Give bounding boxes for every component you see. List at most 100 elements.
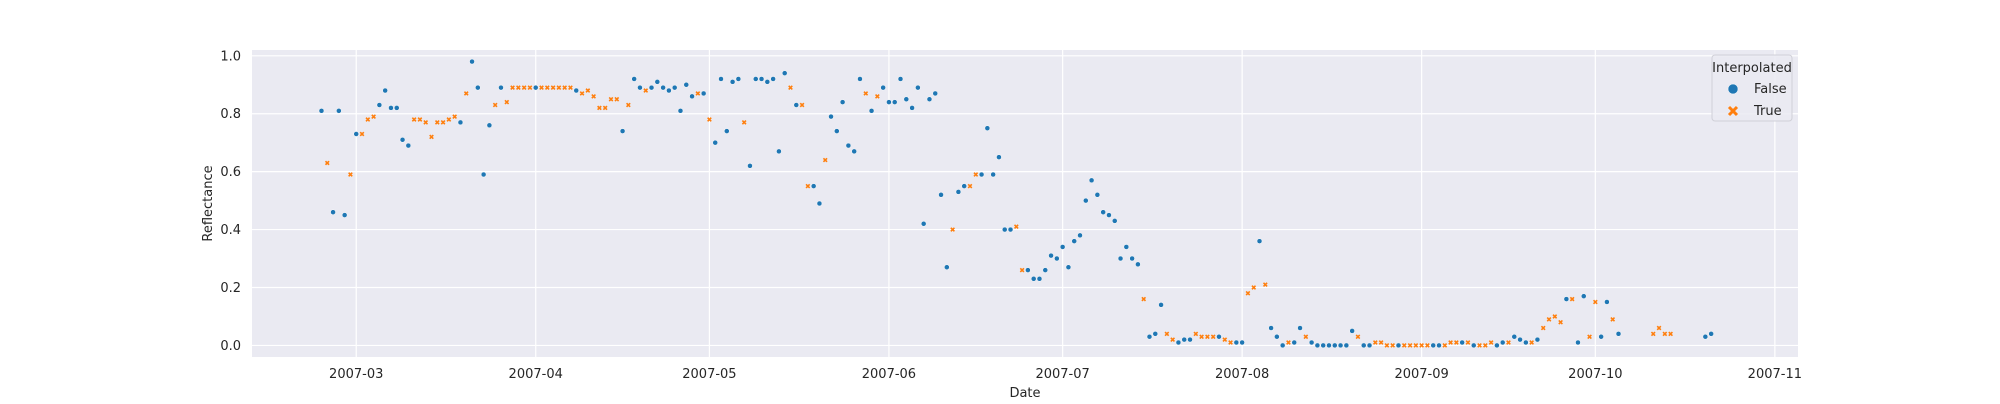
data-point-false (978, 171, 985, 178)
data-point-true (1448, 340, 1453, 345)
data-point-true (602, 105, 608, 111)
data-point-false (984, 125, 991, 131)
data-point-false (1517, 336, 1523, 343)
data-point-true (1251, 285, 1257, 290)
legend-title: Interpolated (1712, 61, 1792, 76)
data-point-false (532, 84, 539, 91)
data-point-false (1123, 244, 1130, 250)
data-point-false (1470, 342, 1477, 349)
data-point-false (677, 108, 684, 114)
data-point-true (1222, 337, 1228, 342)
data-point-true (1506, 340, 1511, 345)
data-point-false (1314, 342, 1321, 349)
data-point-false (1088, 177, 1095, 184)
data-point-true (1569, 296, 1575, 302)
data-point-false (619, 128, 626, 134)
data-point-false (1007, 226, 1014, 233)
data-point-true (440, 120, 446, 125)
data-point-true (1228, 340, 1233, 345)
data-point-false (1598, 333, 1604, 340)
data-point-false (816, 200, 823, 207)
data-point-true (874, 93, 880, 99)
data-point-false (376, 102, 383, 108)
data-point-false (1534, 336, 1541, 343)
data-point-false (1135, 261, 1141, 268)
data-point-false (810, 183, 817, 189)
data-point-true (805, 183, 811, 189)
data-point-false (990, 171, 996, 178)
data-point-false (1001, 226, 1008, 233)
data-point-true (348, 172, 353, 177)
y-tick-label: 0.8 (220, 107, 241, 122)
data-point-true (585, 88, 591, 93)
data-point-false (671, 84, 678, 91)
data-point-false (1395, 342, 1402, 349)
data-point-false (388, 105, 394, 111)
data-point-true (597, 105, 602, 111)
data-point-true (1378, 340, 1384, 345)
data-point-false (1349, 328, 1355, 334)
data-point-false (897, 76, 904, 82)
data-point-true (1587, 334, 1592, 340)
data-point-true (1210, 334, 1216, 340)
data-point-false (1326, 342, 1332, 349)
data-point-false (1187, 336, 1193, 343)
data-point-false (712, 139, 718, 146)
data-point-true (324, 160, 330, 166)
x-tick-label: 2007-04 (509, 367, 563, 382)
data-point-false (729, 79, 736, 85)
data-point-false (1083, 197, 1089, 204)
x-tick-label: 2007-11 (1748, 367, 1802, 382)
data-point-false (747, 163, 753, 169)
y-tick-label: 0.2 (220, 281, 241, 296)
data-point-false (1291, 339, 1297, 346)
data-point-true (423, 120, 429, 125)
data-point-true (863, 91, 869, 96)
legend: Interpolated False True (1711, 54, 1793, 122)
data-point-false (1360, 342, 1367, 349)
data-point-true (544, 85, 550, 91)
y-tick-label: 1.0 (220, 49, 241, 64)
data-point-false (353, 131, 359, 137)
data-point-false (839, 99, 846, 105)
data-point-true (429, 134, 434, 140)
data-point-false (1233, 339, 1240, 346)
data-point-true (539, 85, 544, 91)
data-point-true (741, 120, 747, 125)
data-point-false (724, 128, 730, 134)
data-point-true (1610, 316, 1616, 322)
data-point-true (556, 85, 562, 91)
data-point-true (707, 117, 712, 122)
y-axis-label: Reflectance (201, 165, 216, 241)
legend-label: False (1754, 82, 1787, 97)
data-point-false (486, 122, 493, 129)
data-point-false (336, 108, 342, 114)
data-point-false (1048, 252, 1054, 259)
data-point-false (1117, 255, 1124, 262)
data-point-false (498, 84, 504, 91)
data-point-false (1059, 244, 1066, 250)
x-tick-label: 2007-06 (862, 367, 916, 382)
data-point-true (510, 85, 515, 91)
data-point-true (1546, 316, 1552, 322)
data-point-false (1459, 339, 1465, 346)
x-tick-label: 2007-09 (1394, 367, 1448, 382)
data-point-true (822, 157, 828, 163)
data-point-true (1592, 299, 1598, 305)
data-point-false (1106, 212, 1112, 218)
data-point-true (371, 114, 376, 119)
data-point-false (880, 84, 886, 91)
data-point-false (1297, 325, 1303, 331)
data-point-true (967, 183, 973, 189)
data-point-true (643, 88, 649, 93)
data-point-true (1372, 340, 1378, 345)
legend-box (1711, 54, 1793, 122)
y-axis-ticks: 0.0 0.2 0.4 0.6 0.8 1.0 (220, 49, 241, 354)
data-point-true (1454, 340, 1459, 345)
data-point-false (1337, 342, 1344, 349)
data-point-true (1286, 340, 1291, 345)
y-tick-label: 0.0 (220, 339, 241, 354)
data-point-false (1343, 342, 1350, 349)
data-point-false (793, 102, 800, 108)
